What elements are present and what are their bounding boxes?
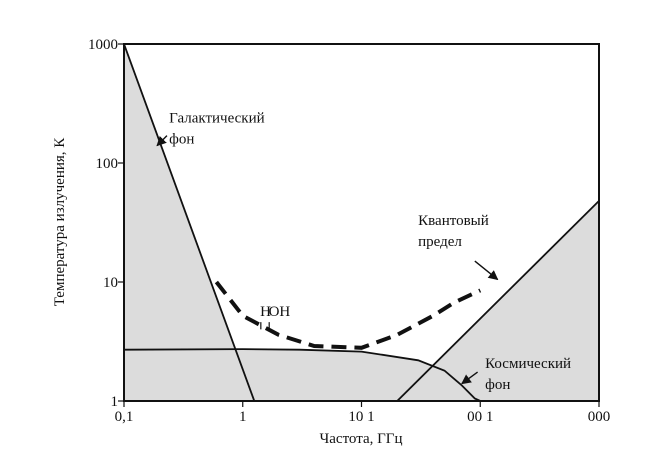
- annotation-label: Галактический: [169, 110, 264, 126]
- annotation-label: OH: [269, 304, 291, 320]
- y-tick-label: 1000: [88, 37, 118, 53]
- annotation-label: фон: [485, 377, 510, 393]
- series-lines: [124, 44, 599, 401]
- galactic-arrow: [156, 135, 168, 147]
- x-axis-title: Частота, ГГц: [320, 431, 403, 447]
- annotation-label: фон: [169, 131, 194, 147]
- annotation-label: Квантовый: [418, 213, 489, 229]
- y-tick-label: 1: [111, 394, 119, 410]
- x-tick-label: 10 1: [348, 409, 374, 425]
- series-line-cosmic-background: [124, 348, 481, 401]
- annotations: Галактический фон Квантовый предел Космическ…: [169, 110, 571, 393]
- series-line-dashed-sensitivity: [214, 280, 482, 350]
- annotation-label: Космический: [485, 356, 571, 372]
- series-line-quantum-limit: [396, 200, 599, 401]
- series-line-galactic-background: [124, 44, 256, 401]
- y-axis-title: Температура излучения, К: [52, 137, 68, 307]
- annotation-arrows: [156, 135, 499, 385]
- x-tick-label: 0,1: [115, 409, 134, 425]
- x-tick-label: 1: [239, 409, 247, 425]
- x-tick-label: 00 1: [467, 409, 493, 425]
- y-tick-label: 100: [96, 156, 119, 172]
- annotation-label: H: [260, 304, 271, 320]
- y-tick-label: 10: [103, 275, 118, 291]
- cosmic-arrow: [461, 371, 479, 385]
- x-tick-label: 000: [588, 409, 611, 425]
- annotation-label: предел: [418, 234, 462, 250]
- quantum-arrow: [474, 260, 499, 281]
- cosmic-background-fill: [124, 349, 481, 401]
